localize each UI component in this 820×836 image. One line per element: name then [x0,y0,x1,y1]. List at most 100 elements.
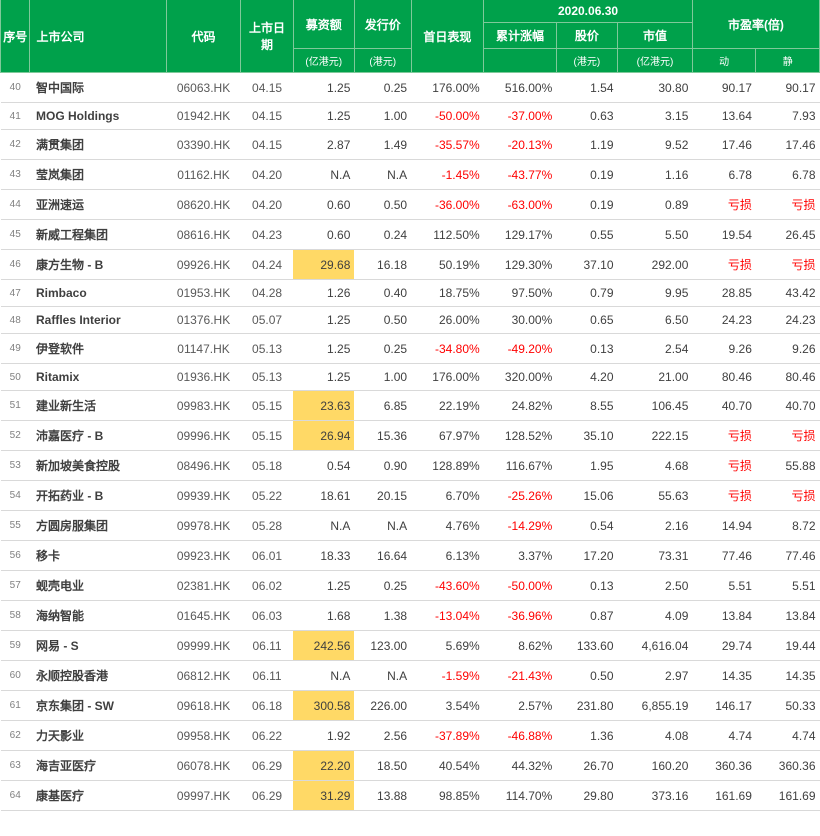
table-row: 54开拓药业 - B09939.HK05.2218.6120.156.70%-2… [1,481,820,511]
table-row: 49伊登软件01147.HK05.131.250.25-34.80%-49.20… [1,334,820,364]
cell-cum: -49.20% [484,334,557,364]
cell-mktcap: 30.80 [618,73,693,103]
cell-mktcap: 1.16 [618,160,693,190]
cell-cum: 320.00% [484,364,557,391]
cell-code: 09978.HK [166,511,241,541]
cell-issue: 1.00 [354,364,411,391]
cell-company: Ritamix [30,364,166,391]
cell-pe-d: 亏损 [692,451,756,481]
cell-mktcap: 4,616.04 [618,631,693,661]
col-price: 股价 [556,23,617,49]
table-row: 62力天影业09958.HK06.221.922.56-37.89%-46.88… [1,721,820,751]
cell-pe-s: 亏损 [756,190,820,220]
cell-first: -43.60% [411,571,484,601]
cell-code: 09996.HK [166,421,241,451]
cell-code: 02381.HK [166,571,241,601]
cell-company: 新加坡美食控股 [30,451,166,481]
cell-pe-s: 161.69 [756,781,820,811]
cell-raised: 0.60 [293,190,354,220]
cell-mktcap: 21.00 [618,364,693,391]
table-body: 40智中国际06063.HK04.151.250.25176.00%516.00… [1,73,820,811]
cell-pe-s: 50.33 [756,691,820,721]
cell-first: 176.00% [411,73,484,103]
cell-code: 09923.HK [166,541,241,571]
cell-pe-s: 90.17 [756,73,820,103]
cell-raised: 1.25 [293,103,354,130]
cell-first: 22.19% [411,391,484,421]
cell-mktcap: 0.89 [618,190,693,220]
cell-company: 海吉亚医疗 [30,751,166,781]
cell-issue: 123.00 [354,631,411,661]
cell-pe-s: 13.84 [756,601,820,631]
cell-raised: 1.26 [293,280,354,307]
cell-cum: -20.13% [484,130,557,160]
cell-pe-s: 9.26 [756,334,820,364]
cell-date: 04.28 [241,280,293,307]
cell-cum: -14.29% [484,511,557,541]
cell-cum: -36.96% [484,601,557,631]
cell-company: MOG Holdings [30,103,166,130]
cell-seq: 40 [1,73,30,103]
cell-pe-s: 7.93 [756,103,820,130]
col-issue-unit: (港元) [354,49,411,73]
cell-first: -13.04% [411,601,484,631]
cell-issue: N.A [354,661,411,691]
cell-price: 0.50 [556,661,617,691]
cell-cum: 44.32% [484,751,557,781]
cell-raised: N.A [293,160,354,190]
cell-company: 康方生物 - B [30,250,166,280]
cell-company: 移卡 [30,541,166,571]
table-row: 58海纳智能01645.HK06.031.681.38-13.04%-36.96… [1,601,820,631]
cell-pe-d: 4.74 [692,721,756,751]
cell-cum: 24.82% [484,391,557,421]
col-raised-unit: (亿港元) [293,49,354,73]
cell-first: 112.50% [411,220,484,250]
cell-mktcap: 6,855.19 [618,691,693,721]
cell-pe-s: 亏损 [756,481,820,511]
cell-pe-s: 5.51 [756,571,820,601]
cell-company: 新威工程集团 [30,220,166,250]
cell-raised: 1.25 [293,334,354,364]
cell-date: 04.15 [241,73,293,103]
cell-seq: 48 [1,307,30,334]
cell-mktcap: 4.68 [618,451,693,481]
cell-mktcap: 2.50 [618,571,693,601]
cell-first: 50.19% [411,250,484,280]
cell-first: -35.57% [411,130,484,160]
cell-raised: 0.54 [293,451,354,481]
cell-price: 133.60 [556,631,617,661]
cell-pe-d: 40.70 [692,391,756,421]
cell-seq: 50 [1,364,30,391]
cell-pe-d: 80.46 [692,364,756,391]
cell-mktcap: 373.16 [618,781,693,811]
cell-raised: N.A [293,661,354,691]
cell-seq: 61 [1,691,30,721]
cell-raised: 31.29 [293,781,354,811]
cell-price: 0.13 [556,334,617,364]
cell-cum: -25.26% [484,481,557,511]
table-row: 52沛嘉医疗 - B09996.HK05.1526.9415.3667.97%1… [1,421,820,451]
cell-pe-d: 13.84 [692,601,756,631]
cell-first: -1.45% [411,160,484,190]
col-price-unit: (港元) [556,49,617,73]
cell-issue: 16.18 [354,250,411,280]
cell-mktcap: 2.97 [618,661,693,691]
cell-pe-s: 40.70 [756,391,820,421]
cell-first: -36.00% [411,190,484,220]
cell-issue: 0.25 [354,571,411,601]
cell-code: 01645.HK [166,601,241,631]
cell-first: 6.13% [411,541,484,571]
cell-date: 04.24 [241,250,293,280]
cell-mktcap: 292.00 [618,250,693,280]
cell-date: 06.29 [241,751,293,781]
cell-date: 05.13 [241,334,293,364]
cell-code: 09983.HK [166,391,241,421]
cell-mktcap: 5.50 [618,220,693,250]
cell-date: 06.01 [241,541,293,571]
cell-cum: -43.77% [484,160,557,190]
cell-price: 0.79 [556,280,617,307]
cell-code: 09997.HK [166,781,241,811]
table-row: 61京东集团 - SW09618.HK06.18300.58226.003.54… [1,691,820,721]
cell-price: 35.10 [556,421,617,451]
table-header: 序号 上市公司 代码 上市日期 募资额 发行价 首日表现 2020.06.30 … [1,0,820,73]
